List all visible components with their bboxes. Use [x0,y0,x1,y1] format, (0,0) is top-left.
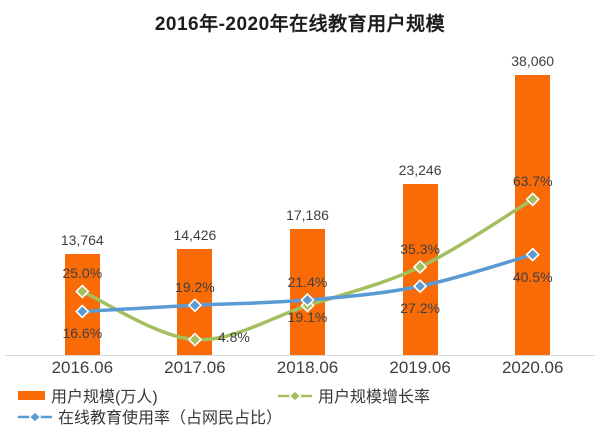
x-tick-label-2020.06: 2020.06 [501,358,564,377]
legend-growth-label: 用户规模增长率 [318,389,431,406]
bar-2019.06 [402,183,438,355]
point-label-series0-2016.06: 25.0% [62,265,103,282]
point-label-series1-2018.06: 21.4% [287,274,328,291]
x-tick-label-2016.06: 2016.06 [51,358,114,377]
legend-usage-line-marker-icon [18,410,52,423]
legend-bar-swatch-icon [18,390,45,400]
bar-2018.06 [290,228,325,355]
x-tick-label-2017.06: 2017.06 [164,358,226,377]
legend-growth-line-marker-icon [278,389,312,402]
bar-2020.06 [515,75,551,355]
x-axis-baseline [5,355,595,356]
x-tick-label-2019.06: 2019.06 [389,358,451,377]
legend-usage-label: 在线教育使用率（占网民占比） [58,410,283,427]
point-label-series1-2019.06: 27.2% [400,300,440,317]
legend-item-growth-rate: 用户规模增长率 [278,383,430,407]
legend-bar-label: 用户规模(万人) [51,389,158,406]
point-label-series1-2020.06: 40.5% [512,268,553,285]
bar-value-label-2019.06: 23,246 [398,161,442,178]
chart-title: 2016年-2020年在线教育用户规模 [154,14,446,35]
point-label-series1-2017.06: 19.2% [175,279,215,296]
legend-item-usage-rate: 在线教育使用率（占网民占比） [18,404,282,428]
bar-value-label-2017.06: 14,426 [173,226,217,243]
point-label-series0-2019.06: 35.3% [400,240,440,257]
bar-value-label-2016.06: 13,764 [60,231,104,248]
point-label-series0-2020.06: 63.7% [512,173,553,190]
point-label-series0-2017.06: 4.8% [217,328,250,345]
point-label-series1-2016.06: 16.6% [62,325,103,342]
legend-item-user-scale: 用户规模(万人) [18,383,158,407]
bar-value-label-2020.06: 38,060 [511,53,555,69]
x-tick-label-2018.06: 2018.06 [276,358,339,377]
bar-2017.06 [177,248,213,355]
bar-value-label-2018.06: 17,186 [286,206,329,223]
point-label-series0-2018.06: 19.1% [287,308,328,325]
